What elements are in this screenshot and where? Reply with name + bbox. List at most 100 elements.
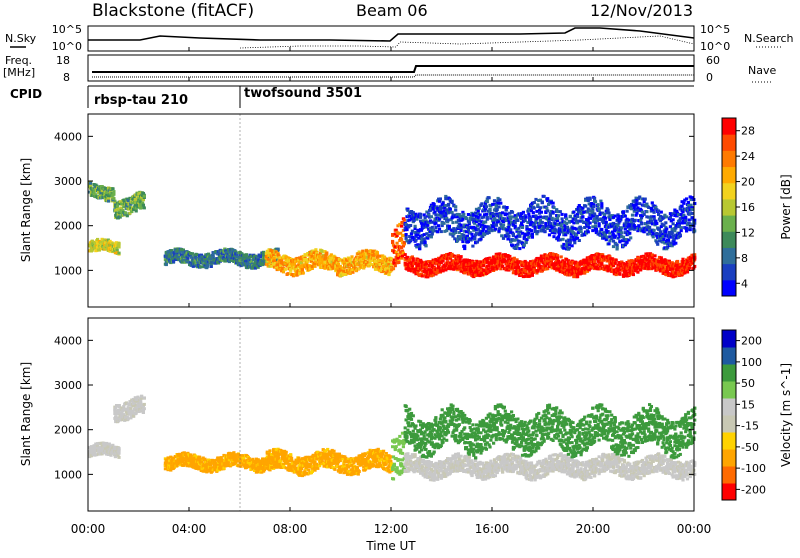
heatmap-cell <box>480 202 483 205</box>
heatmap-cell <box>437 224 440 227</box>
heatmap-cell <box>533 201 536 204</box>
heatmap-cell <box>497 205 500 208</box>
heatmap-cell <box>262 251 265 254</box>
heatmap-cell <box>626 210 629 213</box>
heatmap-cell <box>313 265 316 268</box>
heatmap-cell <box>112 190 115 193</box>
freq-tick-high: 18 <box>56 54 70 67</box>
heatmap-cell <box>653 229 656 232</box>
heatmap-cell <box>507 226 510 229</box>
heatmap-cell <box>117 242 120 245</box>
heatmap-cell <box>506 206 509 209</box>
heatmap-cell <box>557 214 560 217</box>
heatmap-cell <box>409 224 412 227</box>
heatmap-cell <box>653 254 656 257</box>
heatmap-cell <box>688 267 691 270</box>
heatmap-cell <box>527 213 530 216</box>
heatmap-cell <box>533 207 536 210</box>
heatmap-cell <box>545 207 548 210</box>
heatmap-cell <box>571 244 574 247</box>
nave-series <box>92 75 694 77</box>
heatmap-cell <box>635 212 638 215</box>
heatmap-cell <box>667 239 670 242</box>
cpid-program-2: twofsound 3501 <box>244 86 362 101</box>
heatmap-cell <box>419 213 422 216</box>
heatmap-cell <box>644 198 647 201</box>
heatmap-cell <box>418 245 421 248</box>
heatmap-cell <box>615 259 618 262</box>
heatmap-cell <box>440 230 443 233</box>
heatmap-cell <box>143 195 146 198</box>
heatmap-cell <box>397 261 400 264</box>
heatmap-cell <box>594 200 597 203</box>
heatmap-cell <box>593 197 596 200</box>
heatmap-cell <box>430 215 433 218</box>
heatmap-cell <box>645 210 648 213</box>
heatmap-cell <box>495 224 498 227</box>
heatmap-cell <box>502 224 505 227</box>
heatmap-cell <box>499 202 502 205</box>
heatmap-cell <box>351 271 354 274</box>
heatmap-cell <box>634 219 637 222</box>
heatmap-cell <box>419 216 422 219</box>
heatmap-cell <box>556 257 559 260</box>
heatmap-cell <box>473 237 476 240</box>
heatmap-cell <box>551 217 554 220</box>
heatmap-cell <box>640 222 643 225</box>
heatmap-cell <box>392 267 395 270</box>
nsearch-series <box>240 36 694 48</box>
heatmap-cell <box>426 224 429 227</box>
heatmap-cell <box>142 204 145 207</box>
heatmap-cell <box>488 196 491 199</box>
heatmap-cell <box>117 246 120 249</box>
heatmap-cell <box>418 247 421 250</box>
heatmap-cell <box>543 195 546 198</box>
heatmap-cell <box>431 226 434 229</box>
station-title: Blackstone (fitACF) <box>92 1 254 21</box>
heatmap-cell <box>462 213 465 216</box>
heatmap-cell <box>655 222 658 225</box>
heatmap-cell <box>546 197 549 200</box>
heatmap-cell <box>552 211 555 214</box>
heatmap-cell <box>559 210 562 213</box>
heatmap-cell <box>117 252 120 255</box>
heatmap-cell <box>541 221 544 224</box>
nave-tick-low: 0 <box>706 71 713 84</box>
heatmap-cell <box>111 187 114 190</box>
heatmap-cell <box>521 226 524 229</box>
heatmap-cell <box>460 255 463 258</box>
heatmap-cell <box>607 242 610 245</box>
heatmap-cell <box>518 247 521 250</box>
heatmap-cell <box>391 240 394 243</box>
heatmap-cell <box>282 270 285 273</box>
heatmap-cell <box>516 219 519 222</box>
heatmap-cell <box>451 201 454 204</box>
heatmap-cell <box>449 208 452 211</box>
nsearch-label: N.Search <box>744 32 794 45</box>
heatmap-cell <box>581 215 584 218</box>
heatmap-cell <box>525 241 528 244</box>
heatmap-cell <box>442 222 445 225</box>
nsky-tick-high: 10^5 <box>52 23 82 36</box>
heatmap-cell <box>599 200 602 203</box>
heatmap-cell <box>509 228 512 231</box>
heatmap-cell <box>405 233 408 236</box>
heatmap-cell <box>616 246 619 249</box>
heatmap-cell <box>525 225 528 228</box>
heatmap-cell <box>652 235 655 238</box>
heatmap-cell <box>460 229 463 232</box>
heatmap-cell <box>512 233 515 236</box>
heatmap-cell <box>584 205 587 208</box>
heatmap-cell <box>497 230 500 233</box>
heatmap-cell <box>605 238 608 241</box>
heatmap-cell <box>618 273 621 276</box>
heatmap-cell <box>112 197 115 200</box>
heatmap-cell <box>498 198 501 201</box>
heatmap-cell <box>536 230 539 233</box>
heatmap-cell <box>410 232 413 235</box>
heatmap-cell <box>607 212 610 215</box>
heatmap-cell <box>569 241 572 244</box>
heatmap-cell <box>442 260 445 263</box>
heatmap-cell <box>404 253 407 256</box>
